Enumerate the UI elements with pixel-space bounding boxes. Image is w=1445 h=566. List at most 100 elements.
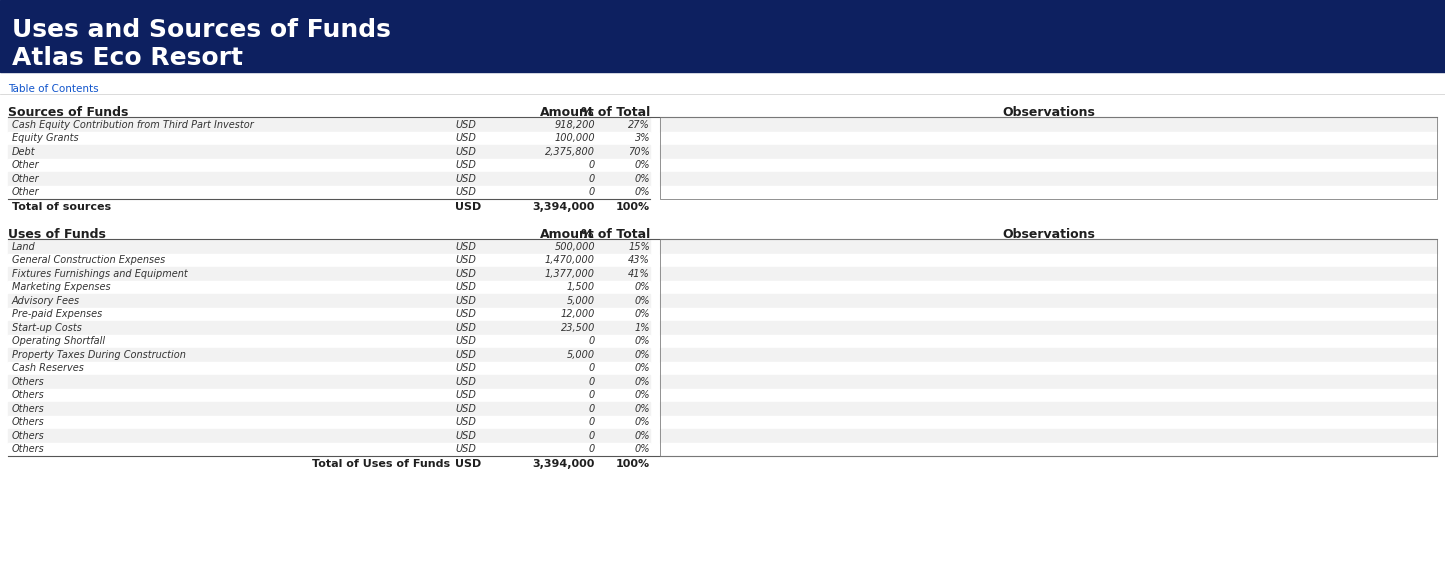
Bar: [660, 172, 1436, 186]
Text: 0%: 0%: [634, 160, 650, 170]
Text: Fixtures Furnishings and Equipment: Fixtures Furnishings and Equipment: [12, 269, 188, 278]
Text: USD: USD: [455, 147, 475, 157]
Text: USD: USD: [455, 160, 475, 170]
Text: 3,394,000: 3,394,000: [533, 459, 595, 469]
Bar: [660, 429, 1436, 443]
Text: Atlas Eco Resort: Atlas Eco Resort: [12, 46, 243, 70]
Text: 0%: 0%: [634, 417, 650, 427]
Text: 0: 0: [588, 390, 595, 400]
Text: Others: Others: [12, 444, 45, 454]
Bar: [660, 321, 1436, 335]
Bar: [660, 388, 1436, 402]
Bar: [9, 388, 650, 402]
Bar: [9, 172, 650, 186]
Text: 0: 0: [588, 187, 595, 197]
Text: Other: Other: [12, 160, 39, 170]
Text: Others: Others: [12, 417, 45, 427]
Text: General Construction Expenses: General Construction Expenses: [12, 255, 165, 265]
Bar: [660, 254, 1436, 267]
Bar: [660, 267, 1436, 281]
Text: 0%: 0%: [634, 431, 650, 441]
Bar: [660, 307, 1436, 321]
Text: Observations: Observations: [1001, 228, 1095, 241]
Text: 27%: 27%: [629, 120, 650, 130]
Text: 0: 0: [588, 417, 595, 427]
Text: Debt: Debt: [12, 147, 36, 157]
Text: 5,000: 5,000: [566, 296, 595, 306]
Text: 0%: 0%: [634, 309, 650, 319]
Bar: [9, 307, 650, 321]
Text: USD: USD: [455, 444, 475, 454]
Text: 0%: 0%: [634, 187, 650, 197]
Text: Others: Others: [12, 431, 45, 441]
Bar: [9, 158, 650, 172]
Text: Other: Other: [12, 174, 39, 184]
Text: 1,377,000: 1,377,000: [545, 269, 595, 278]
Bar: [9, 294, 650, 307]
Bar: [9, 321, 650, 335]
Bar: [9, 254, 650, 267]
Text: Table of Contents: Table of Contents: [9, 84, 98, 94]
Text: 0: 0: [588, 336, 595, 346]
Text: USD: USD: [455, 309, 475, 319]
Text: 41%: 41%: [629, 269, 650, 278]
Text: 3%: 3%: [634, 133, 650, 143]
Bar: [660, 131, 1436, 145]
Text: 0%: 0%: [634, 377, 650, 387]
Text: 23,500: 23,500: [561, 323, 595, 333]
Text: Property Taxes During Construction: Property Taxes During Construction: [12, 350, 186, 360]
Text: 1,470,000: 1,470,000: [545, 255, 595, 265]
Bar: [660, 335, 1436, 348]
Bar: [9, 186, 650, 199]
Text: Observations: Observations: [1001, 106, 1095, 119]
Text: Others: Others: [12, 390, 45, 400]
Text: 0: 0: [588, 174, 595, 184]
Text: USD: USD: [455, 377, 475, 387]
Bar: [9, 348, 650, 362]
Text: 500,000: 500,000: [555, 242, 595, 252]
Text: 2,375,800: 2,375,800: [545, 147, 595, 157]
Text: USD: USD: [455, 417, 475, 427]
Text: 100,000: 100,000: [555, 133, 595, 143]
Text: Pre-paid Expenses: Pre-paid Expenses: [12, 309, 103, 319]
Text: 43%: 43%: [629, 255, 650, 265]
Bar: [9, 415, 650, 429]
Bar: [660, 240, 1436, 254]
Bar: [9, 362, 650, 375]
Text: 15%: 15%: [629, 242, 650, 252]
Bar: [9, 118, 650, 131]
Bar: [660, 375, 1436, 388]
Text: 0: 0: [588, 377, 595, 387]
Bar: [660, 402, 1436, 415]
Bar: [660, 362, 1436, 375]
Text: 0%: 0%: [634, 390, 650, 400]
Text: USD: USD: [455, 120, 475, 130]
Bar: [9, 145, 650, 158]
Text: Others: Others: [12, 404, 45, 414]
Text: USD: USD: [455, 202, 481, 212]
Bar: [9, 443, 650, 456]
Text: 70%: 70%: [629, 147, 650, 157]
Text: 0%: 0%: [634, 404, 650, 414]
Text: Equity Grants: Equity Grants: [12, 133, 78, 143]
Bar: [660, 348, 1436, 362]
Bar: [660, 117, 1436, 199]
Text: Uses and Sources of Funds: Uses and Sources of Funds: [12, 18, 392, 42]
Bar: [9, 429, 650, 443]
Bar: [660, 145, 1436, 158]
Text: USD: USD: [455, 336, 475, 346]
Text: USD: USD: [455, 363, 475, 373]
Text: 918,200: 918,200: [555, 120, 595, 130]
Text: Uses of Funds: Uses of Funds: [9, 228, 105, 241]
Text: 0: 0: [588, 363, 595, 373]
Text: USD: USD: [455, 431, 475, 441]
Text: 5,000: 5,000: [566, 350, 595, 360]
Bar: [660, 281, 1436, 294]
Text: 1,500: 1,500: [566, 282, 595, 292]
Text: Start-up Costs: Start-up Costs: [12, 323, 82, 333]
Text: USD: USD: [455, 459, 481, 469]
Text: USD: USD: [455, 242, 475, 252]
Bar: [9, 402, 650, 415]
Text: Amount: Amount: [540, 106, 595, 119]
Text: 100%: 100%: [616, 202, 650, 212]
